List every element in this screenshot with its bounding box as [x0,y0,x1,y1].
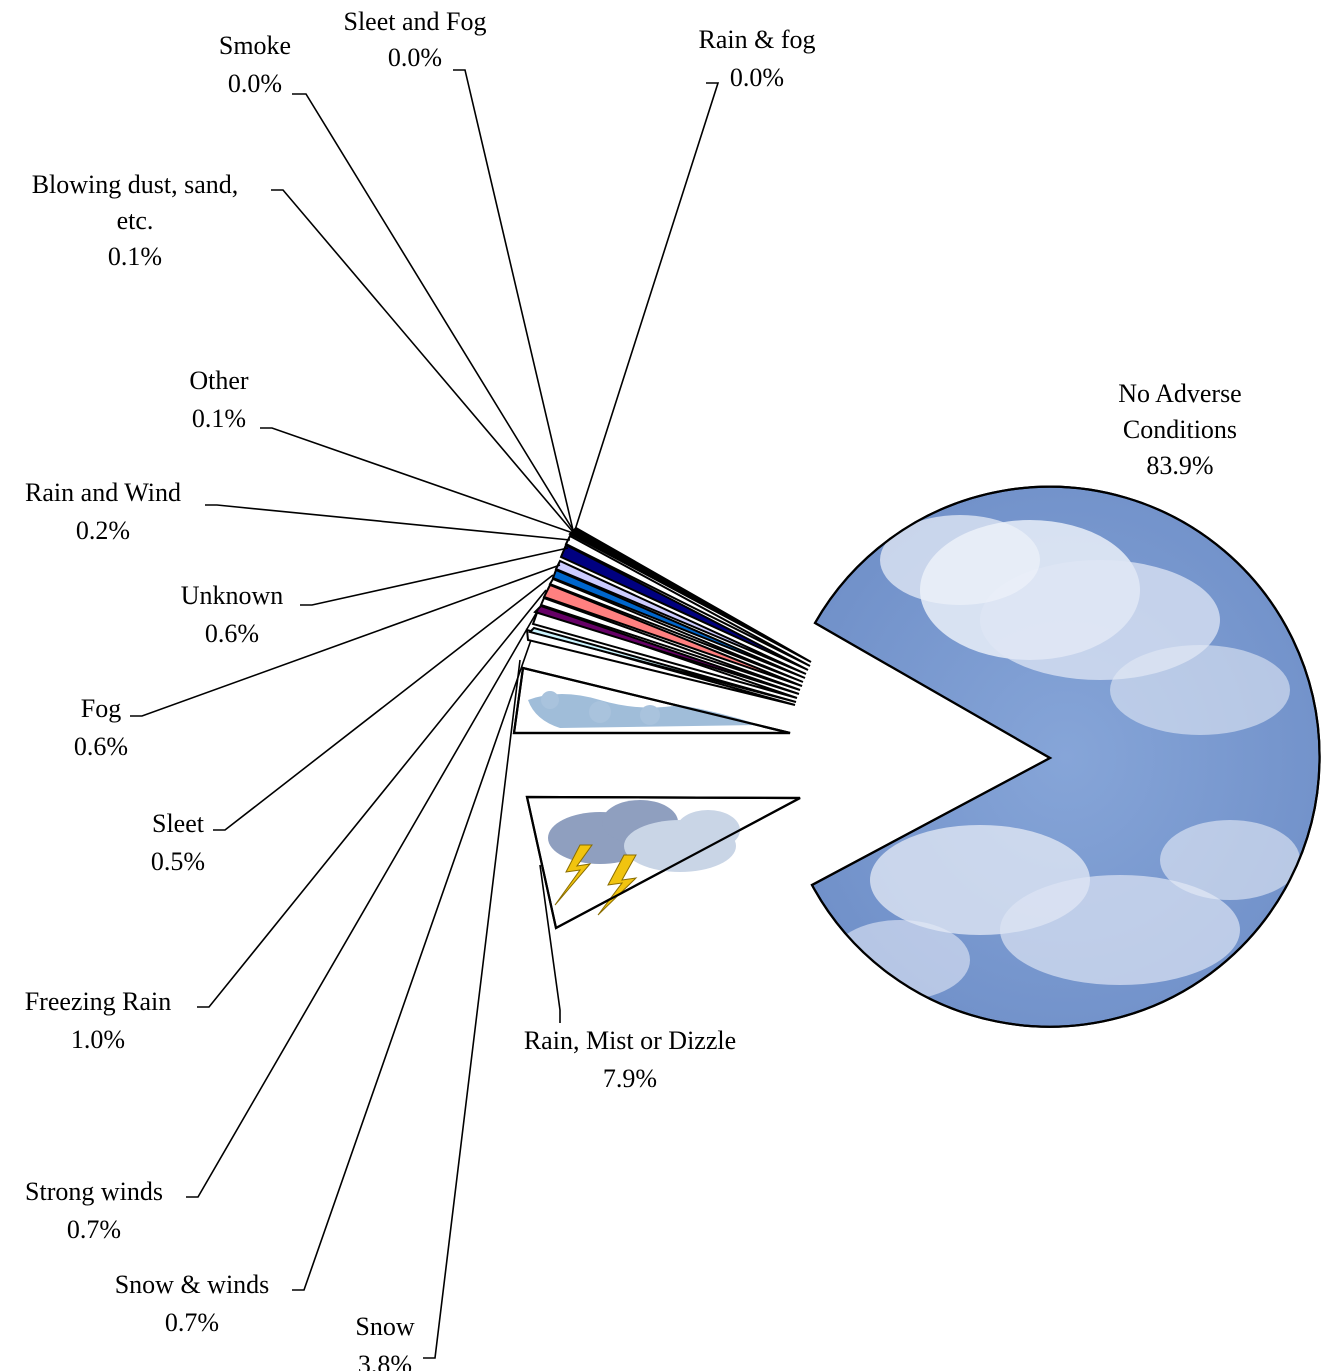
leader-sleet-and-fog [453,69,574,531]
label-fog: Fog 0.6% [74,694,128,761]
snowflake-image [528,691,760,728]
leader-unknown [300,547,569,606]
leader-sleet [213,574,554,831]
slice-rain-mist-or-dizzle [525,795,801,930]
leader-snow [423,659,521,1359]
leader-rain-mist [539,864,561,1023]
slice-no-adverse-conditions [810,485,1321,1028]
thin-slices [525,526,812,706]
slice-fog [539,596,801,691]
label-strong-winds: Strong winds 0.7% [25,1177,163,1244]
label-other: Other 0.1% [189,366,249,433]
storm-cloud-image [548,800,740,916]
label-no-adverse-conditions: No Adverse Conditions 83.9% [1118,379,1241,480]
slice-labels: Rain & fog 0.0% Sleet and Fog 0.0% Smoke 0.… [25,7,1242,1371]
label-snow: Snow 3.8% [355,1312,414,1371]
leader-rain-and-wind [205,504,571,541]
leader-strong-winds [186,609,539,1198]
label-smoke: Smoke 0.0% [219,31,291,98]
leader-smoke [292,93,574,531]
label-sleet: Sleet 0.5% [151,809,205,876]
label-blowing-dust: Blowing dust, sand, etc. 0.1% [32,170,239,271]
leader-rain-fog [574,82,720,531]
label-rain-mist-or-dizzle: Rain, Mist or Dizzle 7.9% [524,1026,736,1093]
leader-other [260,427,574,534]
slice-smoke [559,543,809,671]
label-rain-fog: Rain & fog 0.0% [699,25,816,92]
slice-unknown [542,583,803,687]
label-rain-and-wind: Rain and Wind 0.2% [25,478,181,545]
leader-freezing-rain [197,589,547,1008]
leader-snow-winds [292,639,532,1291]
slice-strong-winds [528,626,797,703]
label-freezing-rain: Freezing Rain 1.0% [25,987,172,1054]
label-sleet-and-fog: Sleet and Fog 0.0% [344,7,487,72]
slice-sleet [533,604,800,695]
slice-rain-and-wind [548,577,804,683]
slice-snow [512,666,791,735]
leader-blowing-dust [271,189,574,533]
label-snow-winds: Snow & winds 0.7% [115,1270,270,1337]
leader-lines [130,69,720,1359]
slice-other [551,568,806,679]
leader-fog [130,564,561,717]
label-unknown: Unknown 0.6% [181,581,284,648]
